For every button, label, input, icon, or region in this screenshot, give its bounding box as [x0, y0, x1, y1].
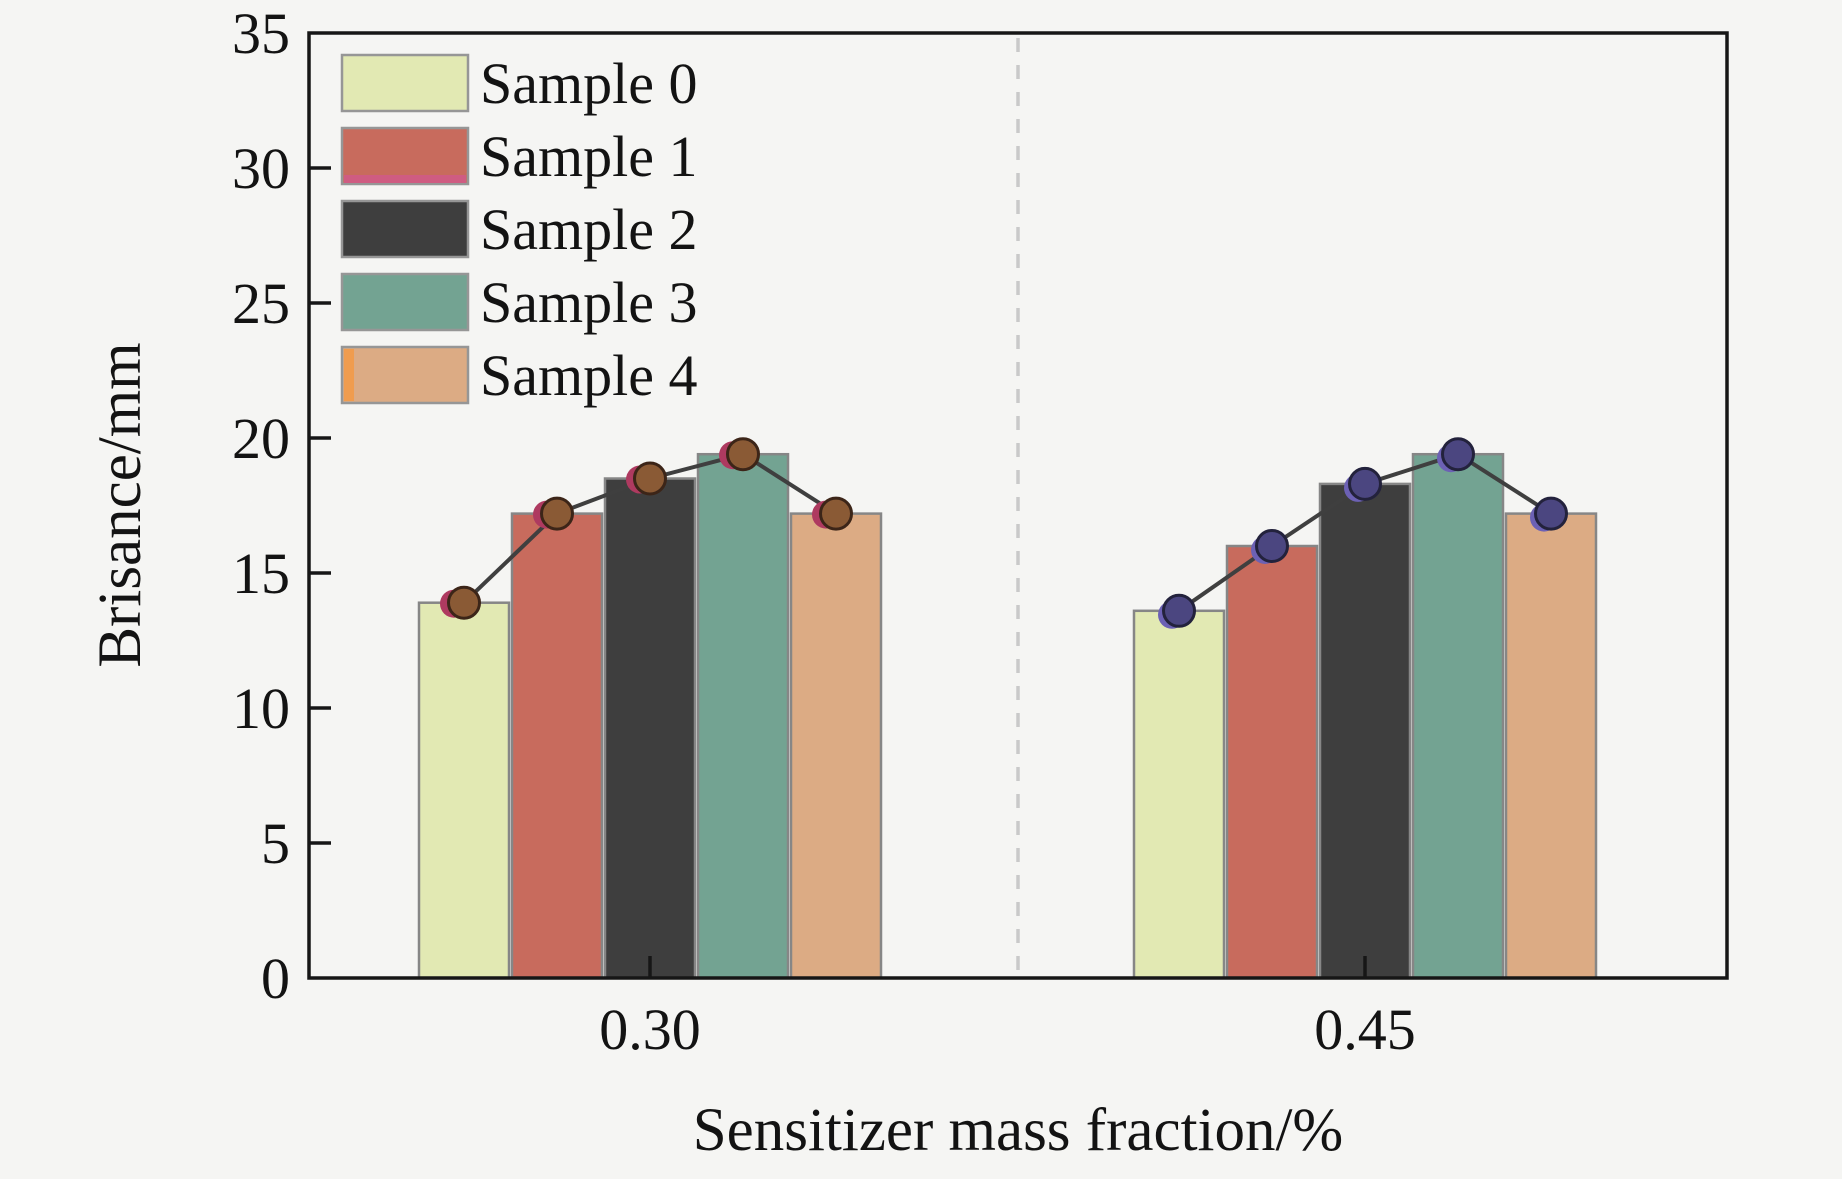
marker-sample-4-0.30	[819, 496, 853, 531]
axes-ticks-layer: 0 5 10 15 20 25 30 35 0.30 0.45	[232, 1, 1416, 1062]
marker-sample-1-0.45	[1255, 529, 1289, 563]
x-tick-label-0.45: 0.45	[1314, 997, 1416, 1062]
x-tick-label-0.30: 0.30	[599, 997, 701, 1062]
bar-sample-0-0.45	[1132, 609, 1226, 980]
marker-sample-2-0.45	[1348, 466, 1382, 501]
plot-frame	[307, 31, 1729, 980]
marker-sample-3-0.30	[726, 437, 760, 472]
legend-label-sample-1: Sample 1	[480, 124, 697, 189]
marker-sample-4-0.45	[1534, 496, 1568, 531]
y-tick-label-20: 20	[232, 406, 290, 471]
bar-sample-3-0.45	[1411, 452, 1505, 980]
bar-sample-2-0.45	[1318, 482, 1412, 980]
bar-sample-3-0.30	[696, 452, 790, 980]
y-tick-label-25: 25	[232, 271, 290, 336]
legend-label-sample-4: Sample 4	[480, 343, 697, 408]
marker-sample-0-0.30	[447, 585, 481, 620]
marker-sample-1-0.30	[540, 496, 574, 531]
x-axis-title: Sensitizer mass fraction/%	[693, 1097, 1343, 1164]
y-tick-label-30: 30	[232, 136, 290, 201]
legend-item-sample-2: Sample 2	[340, 197, 697, 262]
legend-swatch-sample-1	[340, 126, 470, 186]
legend-swatch-sample-0	[340, 53, 470, 113]
legend-swatch-sample-2	[340, 199, 470, 259]
marker-sample-3-0.45	[1441, 437, 1475, 472]
legend-item-sample-1: Sample 1	[340, 124, 697, 189]
bars-layer	[417, 452, 1598, 980]
bar-sample-1-0.45	[1225, 544, 1319, 980]
legend-label-sample-2: Sample 2	[480, 197, 697, 262]
bar-sample-0-0.30	[417, 601, 511, 980]
legend-label-sample-0: Sample 0	[480, 51, 697, 116]
y-tick-label-35: 35	[232, 1, 290, 66]
bar-sample-4-0.45	[1504, 512, 1598, 980]
legend-label-sample-3: Sample 3	[480, 270, 697, 335]
marker-sample-0-0.45	[1162, 593, 1196, 628]
line-overlay-layer	[440, 437, 1568, 629]
legend-item-sample-4: Sample 4	[340, 343, 697, 408]
y-tick-label-10: 10	[232, 676, 290, 741]
bar-sample-4-0.30	[789, 512, 883, 980]
legend-swatch-accent	[344, 175, 466, 183]
legend-swatch-sample-4	[340, 345, 470, 405]
y-tick-label-15: 15	[232, 541, 290, 606]
y-tick-label-0: 0	[261, 946, 290, 1011]
legend-item-sample-0: Sample 0	[340, 51, 697, 116]
legend: Sample 0 Sample 1 Sample 2 Sample 3 Sample 4	[340, 51, 697, 408]
marker-sample-2-0.30	[633, 461, 667, 496]
legend-swatch-sample-3	[340, 272, 470, 332]
bar-sample-2-0.30	[603, 477, 697, 980]
legend-item-sample-3: Sample 3	[340, 270, 697, 335]
legend-swatch-accent	[344, 349, 354, 401]
y-axis-title: Brisance/mm	[87, 342, 154, 667]
bar-sample-1-0.30	[510, 512, 604, 980]
y-tick-label-5: 5	[261, 811, 290, 876]
